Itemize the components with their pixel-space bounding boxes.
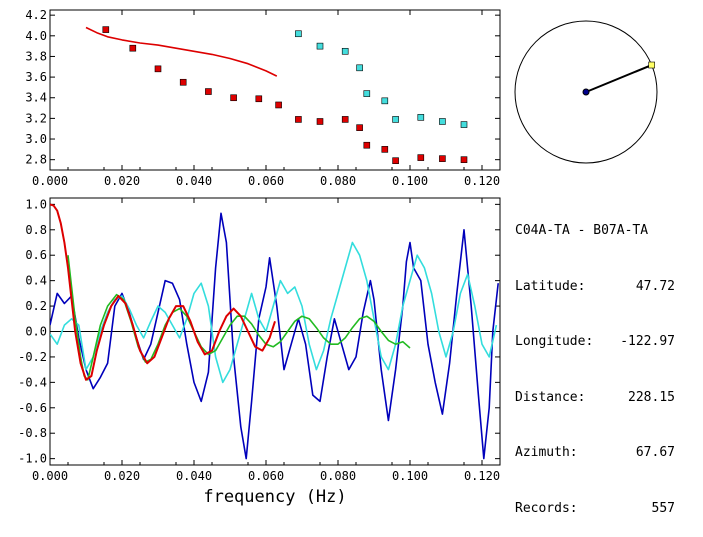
y-tick-label: 4.2 (25, 8, 47, 22)
info-value: -122.97 (620, 334, 675, 349)
data-point (392, 157, 399, 165)
data-point (392, 116, 399, 123)
y-tick-label: 0.4 (25, 274, 47, 288)
y-tick-label: 3.8 (25, 49, 47, 63)
y-tick-label: -0.4 (18, 375, 47, 389)
info-value: 228.15 (628, 389, 675, 405)
info-row-records: Records: 557 (515, 500, 700, 519)
dial-circle (514, 20, 658, 164)
data-point (439, 118, 446, 125)
x-tick-label: 0.020 (104, 174, 140, 188)
data-point (356, 124, 363, 131)
y-tick-label: -0.6 (18, 401, 47, 415)
info-value: 67.67 (635, 445, 675, 460)
dial-tip-marker (648, 61, 655, 69)
info-key: Azimuth: (515, 445, 578, 460)
series-line (67, 255, 411, 381)
data-point (295, 116, 302, 123)
info-row-distance: Distance: 228.15 (515, 389, 700, 408)
y-tick-label: -1.0 (18, 452, 47, 466)
data-point (363, 141, 371, 149)
dispersion-chart: 0.000 0.020 0.040 0.060 0.080 0.100 0.120 2.8 3.… (25, 8, 501, 188)
data-point (316, 118, 324, 125)
data-point (341, 47, 349, 55)
series-line (50, 241, 498, 384)
data-point (129, 44, 137, 52)
series-line (50, 203, 276, 381)
y-tick-label: -0.2 (18, 350, 47, 364)
y-tick-label: 1.0 (25, 197, 47, 211)
info-row-longitude: Longitude: -122.97 (515, 333, 700, 352)
y-tick-label: 3.4 (25, 91, 47, 105)
y-tick-label: 0.2 (25, 299, 47, 313)
x-tick-label: 0.020 (104, 469, 140, 483)
x-tick-label: 0.100 (392, 174, 428, 188)
x-tick-label: 0.120 (464, 469, 500, 483)
y-tick-label: 2.8 (25, 153, 47, 167)
data-point (230, 94, 237, 102)
data-point (363, 90, 371, 97)
figure-canvas: 0.000 0.020 0.040 0.060 0.080 0.100 0.120 2.8 3.… (18, 8, 658, 507)
data-point (102, 26, 110, 33)
y-tick-label: 0.6 (25, 248, 47, 262)
y-tick-label: -0.8 (18, 426, 47, 440)
plot-frame (49, 9, 501, 171)
data-point (417, 114, 425, 121)
x-axis-label: frequency (Hz) (203, 487, 346, 507)
station-pair-title: C04A-TA - B07A-TA (515, 223, 649, 238)
y-tick-label: 3.2 (25, 111, 47, 125)
correlation-chart: 0.000 0.020 0.040 0.060 0.080 0.100 0.120 1.0 0.… (18, 197, 501, 507)
x-tick-label: 0.000 (32, 174, 68, 188)
info-key: Records: (515, 500, 578, 516)
data-point (255, 95, 263, 103)
data-point (381, 146, 389, 153)
series-line (50, 212, 499, 460)
data-point (179, 78, 187, 86)
x-tick-label: 0.080 (320, 469, 356, 483)
data-point (154, 65, 162, 73)
data-point (205, 88, 212, 95)
x-tick-label: 0.060 (248, 174, 284, 188)
data-point (356, 64, 363, 72)
info-row-azimuth: Azimuth: 67.67 (515, 444, 700, 463)
y-tick-label: 4.0 (25, 29, 47, 43)
info-key: Longitude: (515, 334, 594, 349)
y-tick-label: 3.0 (25, 132, 47, 146)
data-point (316, 42, 324, 50)
data-point (439, 155, 446, 162)
info-row-latitude: Latitude: 47.72 (515, 278, 700, 297)
data-point (295, 30, 302, 38)
data-point (275, 101, 282, 109)
series-line (85, 26, 278, 77)
station-info-panel: C04A-TA - B07A-TA Latitude: 47.72 Longit… (515, 185, 700, 537)
x-tick-label: 0.060 (248, 469, 284, 483)
info-key: Distance: (515, 389, 586, 405)
x-tick-label: 0.120 (464, 174, 500, 188)
x-tick-label: 0.080 (320, 174, 356, 188)
x-tick-label: 0.100 (392, 469, 428, 483)
y-tick-label: 3.6 (25, 70, 47, 84)
azimuth-dial (514, 20, 658, 164)
data-point (341, 116, 349, 123)
info-value: 47.72 (635, 278, 675, 294)
info-key: Latitude: (515, 278, 586, 294)
data-point (460, 156, 468, 163)
x-tick-label: 0.040 (176, 174, 212, 188)
data-point (381, 97, 389, 105)
x-tick-label: 0.000 (32, 469, 68, 483)
azimuth-needle (585, 64, 653, 93)
data-point (417, 154, 425, 161)
y-tick-label: 0.8 (25, 223, 47, 237)
info-value: 557 (651, 500, 675, 516)
dial-center-dot (582, 88, 590, 96)
x-tick-label: 0.040 (176, 469, 212, 483)
y-tick-label: 0.0 (25, 325, 47, 339)
data-point (460, 121, 468, 128)
